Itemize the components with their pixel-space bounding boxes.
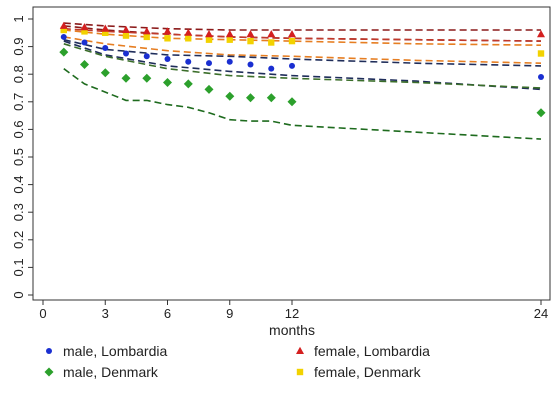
x-tick-label: 0 [39,306,46,321]
data-point [185,35,192,42]
y-tick-label: 0.6 [11,120,26,138]
legend-marker [44,367,54,377]
series-diamond [59,47,546,118]
data-point [226,58,233,65]
data-point [101,24,110,32]
data-point [184,28,193,36]
series-triangle [59,21,545,38]
data-point [537,30,545,38]
y-axis: 0 0.1 0.2 0.3 0.4 0.5 0.6 0.7 0.8 0.9 1 [11,15,33,299]
data-point [247,37,254,45]
data-point [80,60,89,69]
x-tick-label: 9 [226,306,233,321]
legend-label: female, Lombardia [314,343,430,359]
fitted-curve-9 [63,68,542,140]
data-point [59,47,69,57]
y-tick-label: 0 [11,291,26,298]
data-point [536,108,546,118]
legend-item: female, Lombardia [296,343,430,359]
legend-label: female, Denmark [314,364,422,380]
data-point [164,56,171,63]
data-point [289,62,295,69]
data-point [204,84,214,94]
data-point [246,93,255,103]
data-point [288,30,296,38]
x-tick-label: 3 [102,306,109,321]
data-point [164,35,171,42]
fitted-curve-8 [63,43,542,89]
y-tick-label: 0.1 [11,258,26,276]
data-point [266,93,276,103]
data-point [183,79,193,89]
data-point [123,50,129,57]
fitted-curve-6 [63,38,542,67]
y-tick-label: 1 [11,15,26,22]
data-point [143,53,150,60]
data-point [287,97,297,107]
data-point [225,91,235,101]
data-point [185,58,192,65]
legend: male, Lombardia female, Lombardia male, De… [44,343,430,380]
y-tick-label: 0.5 [11,148,26,166]
data-point [163,78,172,87]
data-point [59,21,68,29]
data-point [81,39,88,46]
y-tick-label: 0.7 [11,93,26,111]
legend-item: male, Denmark [44,364,159,380]
legend-marker [296,346,304,354]
x-tick-label: 24 [534,306,548,321]
data-point [80,23,89,31]
x-axis: 0 3 6 9 12 24 [39,300,548,321]
data-points [59,21,546,118]
data-point [121,73,131,83]
x-axis-title: months [269,322,315,338]
data-point [205,30,213,38]
x-tick-label: 6 [164,306,171,321]
data-point [102,44,109,51]
data-point [205,36,213,43]
legend-marker [46,348,52,354]
legend-label: male, Lombardia [63,343,167,359]
y-tick-label: 0.9 [11,38,26,56]
data-point [226,36,233,43]
data-point [288,37,296,45]
y-tick-label: 0.3 [11,203,26,221]
data-point [163,27,172,35]
fitted-curve-5 [63,36,542,64]
x-tick-label: 12 [285,306,299,321]
data-point [60,33,67,40]
data-point [100,68,110,78]
data-point [247,61,254,68]
data-point [142,73,152,83]
y-tick-label: 0.8 [11,65,26,83]
data-point [538,73,544,80]
data-point [206,60,212,67]
legend-marker [296,368,304,376]
legend-item: female, Denmark [296,364,422,380]
legend-item: male, Lombardia [46,343,167,359]
data-point [246,30,255,38]
data-point [537,50,545,57]
data-point [268,39,275,46]
data-point [225,30,234,38]
data-point [267,30,276,38]
series-circle [60,33,544,80]
y-tick-label: 0.4 [11,176,26,194]
legend-label: male, Denmark [63,364,159,380]
data-point [268,65,275,72]
data-point [142,27,151,35]
data-point [143,33,150,41]
y-tick-label: 0.2 [11,231,26,249]
data-point [122,25,130,33]
data-point [122,32,130,39]
fitted-curve-7 [63,40,542,91]
